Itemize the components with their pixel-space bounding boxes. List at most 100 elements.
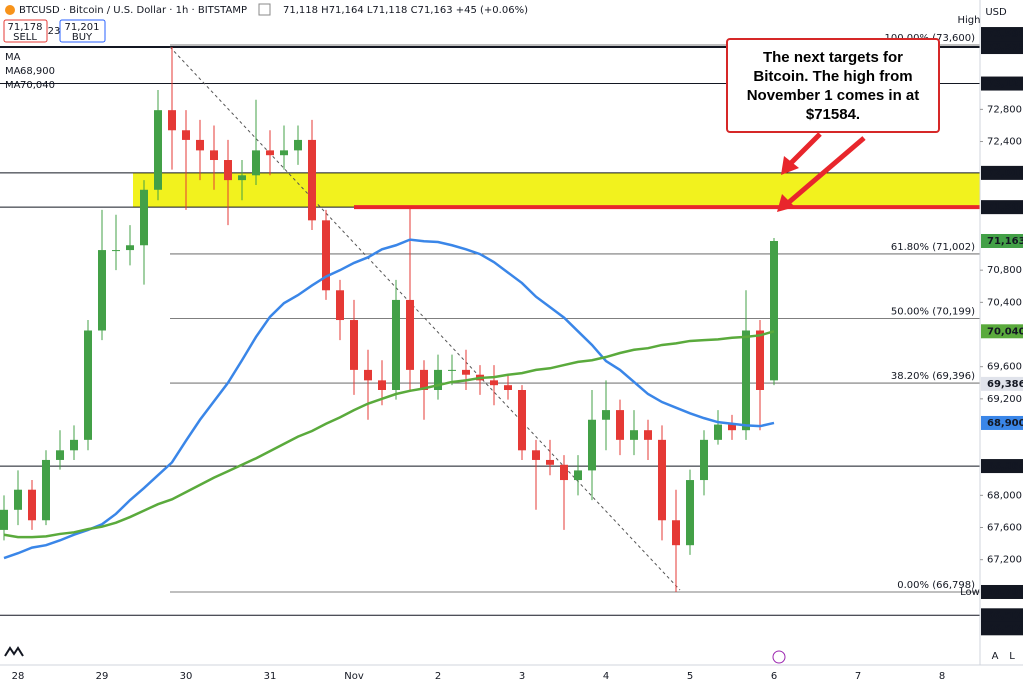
price-axis-labels: 67,200 67,600 68,000 69,200 69,600 70,400 70,8… <box>980 27 1023 636</box>
x-tick-label: 29 <box>96 671 109 682</box>
candle-body <box>224 160 232 181</box>
price-label: 70,040 <box>987 326 1023 337</box>
annotation-line: The next targets for <box>763 49 903 66</box>
price-label: 73,575 <box>987 42 1023 53</box>
event-icon[interactable] <box>772 650 786 664</box>
candle-body <box>140 189 148 246</box>
buy-price[interactable]: 71,201 <box>65 22 100 33</box>
candle-body <box>490 380 498 386</box>
arrow <box>788 132 822 166</box>
price-label: 66,508 <box>987 610 1023 621</box>
arrowhead <box>781 156 799 175</box>
price-label: 68,364 <box>987 461 1023 472</box>
candle-body <box>546 459 554 465</box>
price-label-bg <box>981 76 1023 91</box>
y-tick-label: 72,400 <box>987 137 1022 148</box>
price-label-bg <box>981 415 1023 430</box>
y-tick-label: 67,200 <box>987 555 1022 566</box>
candle-body <box>686 480 694 546</box>
buy-label[interactable]: BUY <box>72 32 93 43</box>
arrow <box>786 136 866 205</box>
log-scale[interactable]: L <box>1009 651 1015 662</box>
sell-label[interactable]: SELL <box>13 32 37 43</box>
candle-body <box>588 419 596 471</box>
x-tick-label: 7 <box>855 671 861 682</box>
fib-label: 50.00% (70,199) <box>891 307 975 318</box>
x-tick-label: 28 <box>12 671 25 682</box>
y-tick-label: 69,600 <box>987 362 1022 373</box>
candle-body <box>84 330 92 440</box>
candle-body <box>658 439 666 521</box>
annotation-line: $71584. <box>806 106 860 123</box>
annotation-line: Bitcoin. The high from <box>753 68 912 85</box>
y-tick-label: 70,800 <box>987 265 1022 276</box>
ma-name: MA <box>5 52 21 63</box>
price-label: 71,163 <box>987 236 1023 247</box>
ma-name: MA <box>5 66 21 77</box>
price-label: 73,121 <box>987 79 1023 90</box>
candle-body <box>574 470 582 481</box>
x-tick-label: 8 <box>939 671 945 682</box>
price-label-bg <box>981 165 1023 180</box>
price-label: 69,386 <box>987 379 1023 390</box>
price-label-bg <box>981 608 1023 623</box>
candle-body <box>742 330 750 431</box>
candle-body <box>42 459 50 521</box>
candle-body <box>168 110 176 131</box>
candle-body <box>770 240 778 381</box>
buy-button[interactable] <box>59 19 106 43</box>
candle-body <box>350 320 358 370</box>
price-label-bg <box>981 621 1023 636</box>
price-label-bg <box>981 584 1023 599</box>
candle-body <box>378 380 386 390</box>
candle-body <box>336 290 344 321</box>
candle-body <box>406 299 414 370</box>
candle-body <box>252 150 260 176</box>
y-tick-label: 70,400 <box>987 297 1022 308</box>
price-label-bg <box>981 376 1023 391</box>
sell-button[interactable] <box>3 19 48 43</box>
candle-body <box>56 450 64 460</box>
target-zone <box>133 172 980 208</box>
header: BTCUSD · Bitcoin / U.S. Dollar · 1h · BI… <box>3 3 1015 664</box>
candle-body <box>434 369 442 390</box>
candle-body <box>602 410 610 420</box>
auto-scale[interactable]: A <box>992 651 999 662</box>
annotation-line: November 1 comes in at <box>747 87 920 104</box>
y-tick-label: 68,000 <box>987 490 1022 501</box>
candle-body <box>126 245 134 251</box>
x-tick-label: Nov <box>344 671 364 682</box>
candle-body <box>756 330 764 390</box>
price-label-bg <box>981 40 1023 55</box>
candle-body <box>462 369 470 375</box>
price-axis <box>980 0 1023 688</box>
low-tag: Low <box>960 587 980 598</box>
price-label: 72,010 <box>987 168 1023 179</box>
sell-price[interactable]: 71,178 <box>8 22 43 33</box>
x-tick-label: 6 <box>771 671 777 682</box>
collapse-icon[interactable] <box>258 3 271 16</box>
ma-name: MA <box>5 80 21 91</box>
candle-body <box>630 430 638 440</box>
x-tick-label: 30 <box>180 671 193 682</box>
spread: 23 <box>48 26 61 37</box>
candle-body <box>518 389 526 451</box>
candle-body <box>210 150 218 161</box>
candle-body <box>308 139 316 221</box>
symbol-icon <box>5 5 15 15</box>
x-tick-label: 31 <box>264 671 277 682</box>
fib-label: 0.00% (66,798) <box>897 580 975 591</box>
fib-label: 61.80% (71,002) <box>891 242 975 253</box>
candle-body <box>28 489 36 521</box>
symbol[interactable]: BTCUSD · Bitcoin / U.S. Dollar · 1h · BI… <box>19 5 247 16</box>
candle-body <box>70 439 78 451</box>
candle-body <box>364 369 372 381</box>
price-label-bg <box>981 233 1023 248</box>
candle-body <box>448 369 456 371</box>
currency[interactable]: USD <box>985 7 1007 18</box>
candle-body <box>182 130 190 140</box>
candle-body <box>14 489 22 510</box>
